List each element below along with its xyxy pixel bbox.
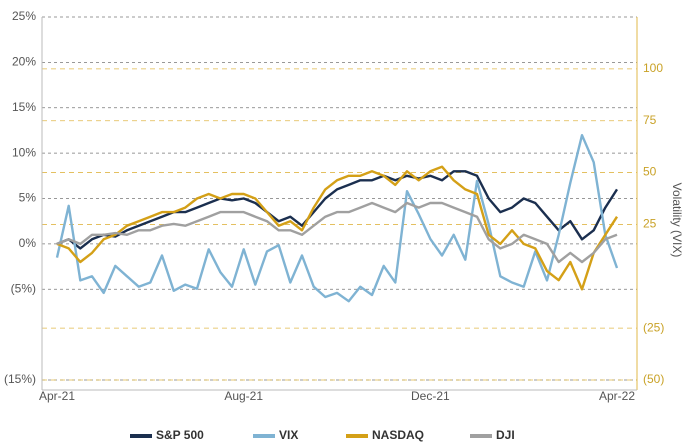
- x-tick-label: Apr-21: [39, 389, 75, 403]
- y2-tick-label: 25: [643, 217, 657, 231]
- legend-swatch: [470, 434, 492, 438]
- y2-axis-label: Volatility (VIX): [670, 183, 684, 258]
- y-tick-label: (15%): [4, 372, 36, 386]
- series-line: [55, 134, 619, 303]
- x-tick-label: Aug-21: [224, 389, 263, 403]
- legend-label: VIX: [279, 428, 298, 442]
- legend-label: NASDAQ: [372, 428, 424, 442]
- legend-swatch: [130, 434, 152, 438]
- y-tick-label: 5%: [19, 191, 37, 205]
- y-tick-label: 15%: [12, 100, 36, 114]
- x-tick-label: Apr-22: [599, 389, 635, 403]
- y2-tick-label: 50: [643, 165, 657, 179]
- legend-label: DJI: [496, 428, 515, 442]
- y2-tick-label: 100: [643, 61, 663, 75]
- series-line: [56, 170, 619, 250]
- series-line: [56, 165, 619, 291]
- y2-tick-label: 75: [643, 113, 657, 127]
- y-tick-label: 0%: [19, 236, 37, 250]
- series-line: [56, 201, 618, 264]
- y-tick-label: (5%): [11, 281, 36, 295]
- y-tick-label: 10%: [12, 145, 36, 159]
- legend-swatch: [253, 434, 275, 438]
- y-tick-label: 20%: [12, 55, 36, 69]
- x-tick-label: Dec-21: [411, 389, 450, 403]
- y2-tick-label: (50): [643, 372, 664, 386]
- legend-swatch: [346, 434, 368, 438]
- y-tick-label: 25%: [12, 9, 36, 23]
- legend-label: S&P 500: [156, 428, 204, 442]
- y2-tick-label: (25): [643, 320, 664, 334]
